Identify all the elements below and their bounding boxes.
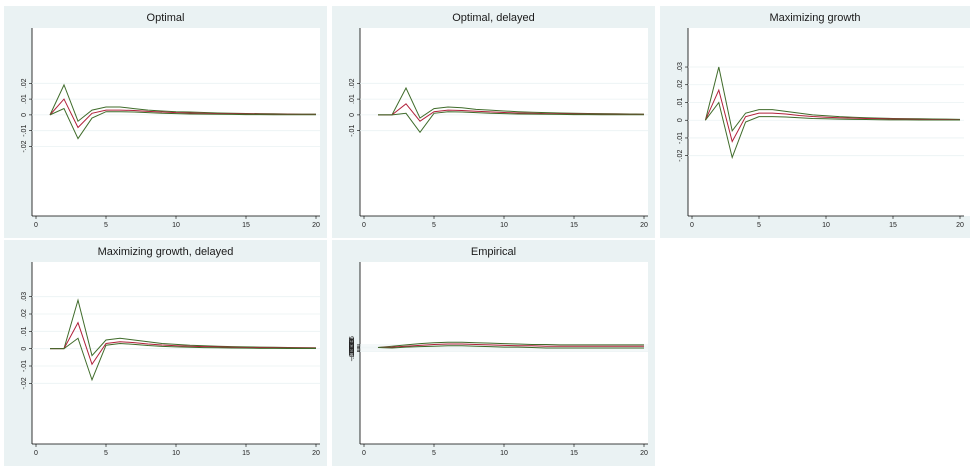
y-tick-label: .01: [21, 326, 28, 336]
y-tick-label: .02: [21, 309, 28, 319]
series-line-upper: [377, 341, 644, 349]
y-tick-label: 0: [21, 347, 28, 351]
x-tick-label: 20: [312, 222, 320, 229]
y-tick-label: 0: [21, 113, 28, 117]
chart-svg: -.02 -.01 0 .01 .02 .03 0 5 10 15 20: [21, 262, 320, 457]
y-tick-label: 0: [349, 345, 356, 349]
chart-panel-optimal-delayed: Optimal, delayed -.01 0 .01 .02 0 5 10 15 20: [332, 6, 655, 238]
series-line-upper: [378, 86, 645, 119]
x-tick-label: 5: [104, 222, 108, 229]
x-tick-label: 15: [570, 222, 578, 229]
chart-svg: -.01 0 .01 .02 0 5 10 15 20: [349, 28, 648, 229]
y-tick-label: .0006: [349, 336, 356, 354]
x-tick-label: 0: [34, 222, 38, 229]
y-tick-label: .01: [349, 94, 356, 104]
plot-area: [688, 28, 971, 216]
chart-panel-optimal: Optimal -.02 -.01 0 .01 .02 0 5 10 15 20: [4, 6, 327, 238]
y-tick-label: .02: [21, 78, 28, 88]
y-tick-label: .03: [677, 62, 684, 72]
y-tick-label: -.01: [21, 125, 28, 137]
chart-svg: -.02 -.01 0 .01 .02 0 5 10 15 20: [21, 28, 320, 229]
x-tick-label: 5: [104, 450, 108, 457]
chart-panel-maximizing-growth: Maximizing growth -.02 -.01 0 .01 .02 .03 0 5 10…: [660, 6, 971, 238]
chart-title: Optimal, delayed: [452, 12, 535, 24]
series-line-irf: [377, 343, 644, 349]
chart-panel-empirical: Empirical -.0009 -.0006 -.0003 0.0003.0006 0…: [332, 240, 655, 466]
x-tick-label: 15: [889, 222, 897, 229]
x-tick-label: 5: [432, 450, 436, 457]
chart-title: Optimal: [146, 12, 185, 24]
x-tick-label: 5: [432, 222, 436, 229]
y-tick-label: .02: [677, 80, 684, 90]
x-tick-label: 15: [242, 450, 250, 457]
y-tick-label: -.02: [677, 150, 684, 162]
series-line-lower: [378, 111, 644, 134]
y-tick-label: -.02: [21, 140, 28, 152]
y-tick-label: 0: [349, 113, 356, 117]
series-line-lower: [705, 101, 960, 160]
chart-title: Empirical: [470, 246, 517, 258]
y-tick-label: -.0006: [349, 340, 356, 360]
chart-svg: -.02 -.01 0 .01 .02 .03 0 5 10 15 20: [677, 28, 964, 229]
x-tick-label: 10: [172, 222, 180, 229]
chart-panel-maximizing-growth-delayed: Maximizing growth, delayed -.02 -.01 0 .01.…: [4, 240, 327, 466]
x-tick-label: 0: [362, 222, 366, 229]
y-tick-label: 0: [677, 118, 684, 122]
y-tick-label: .0003: [349, 337, 356, 355]
plot-area: [32, 28, 320, 216]
x-tick-label: 10: [500, 450, 508, 457]
y-tick-label: -.0009: [349, 341, 356, 361]
y-tick-label: -.01: [21, 360, 28, 372]
series-line-lower: [49, 107, 316, 140]
x-tick-label: 10: [500, 222, 508, 229]
y-tick-label: -.01: [349, 125, 356, 137]
plot-area: [32, 262, 320, 444]
y-tick-label: .01: [677, 98, 684, 108]
x-tick-label: 0: [362, 450, 366, 457]
x-tick-label: 0: [34, 450, 38, 457]
x-tick-label: 20: [640, 222, 648, 229]
y-tick-label: -.0003: [349, 339, 356, 359]
y-tick-label: .01: [21, 94, 28, 104]
x-tick-label: 10: [172, 450, 180, 457]
x-tick-label: 0: [690, 222, 694, 229]
plot-area: [360, 262, 648, 444]
y-tick-label: -.01: [677, 132, 684, 144]
series-line-irf: [50, 321, 317, 366]
chart-title: Maximizing growth, delayed: [97, 246, 234, 258]
plot-area: [360, 28, 648, 216]
x-tick-label: 20: [312, 450, 320, 457]
x-tick-label: 20: [956, 222, 964, 229]
series-line-upper: [704, 66, 961, 133]
series-line-upper: [50, 298, 317, 357]
x-tick-label: 15: [242, 222, 250, 229]
x-tick-label: 10: [822, 222, 830, 229]
x-tick-label: 15: [570, 450, 578, 457]
y-tick-label: .02: [349, 78, 356, 88]
series-line-lower: [50, 337, 316, 382]
series-line-lower: [377, 345, 644, 349]
x-tick-label: 5: [757, 222, 761, 229]
chart-title: Maximizing growth: [769, 12, 861, 24]
y-tick-label: -.02: [21, 377, 28, 389]
y-tick-label: .03: [21, 292, 28, 302]
x-tick-label: 20: [640, 450, 648, 457]
series-line-irf: [704, 88, 961, 143]
